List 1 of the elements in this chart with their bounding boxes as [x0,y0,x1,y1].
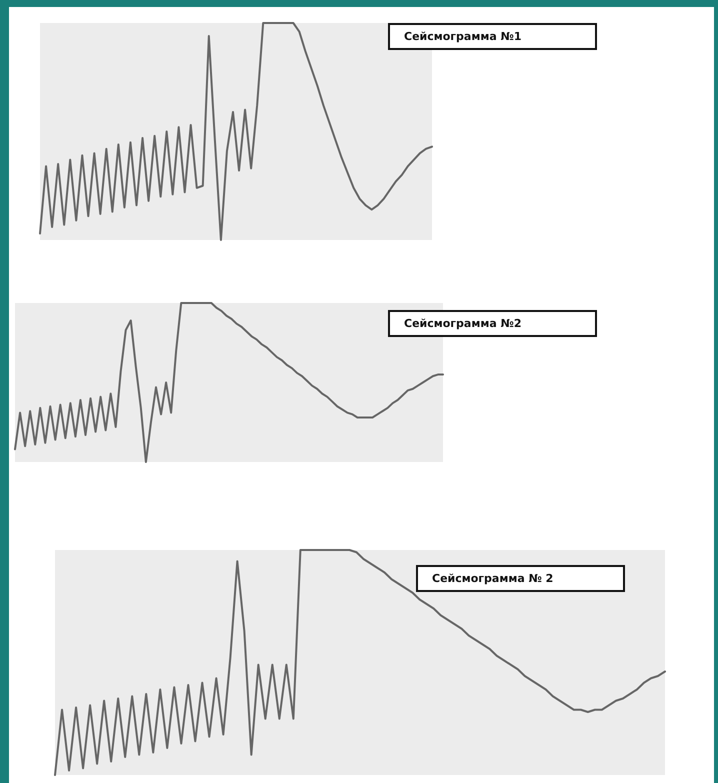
label-box: Сейсмограмма № 2 [418,567,623,590]
